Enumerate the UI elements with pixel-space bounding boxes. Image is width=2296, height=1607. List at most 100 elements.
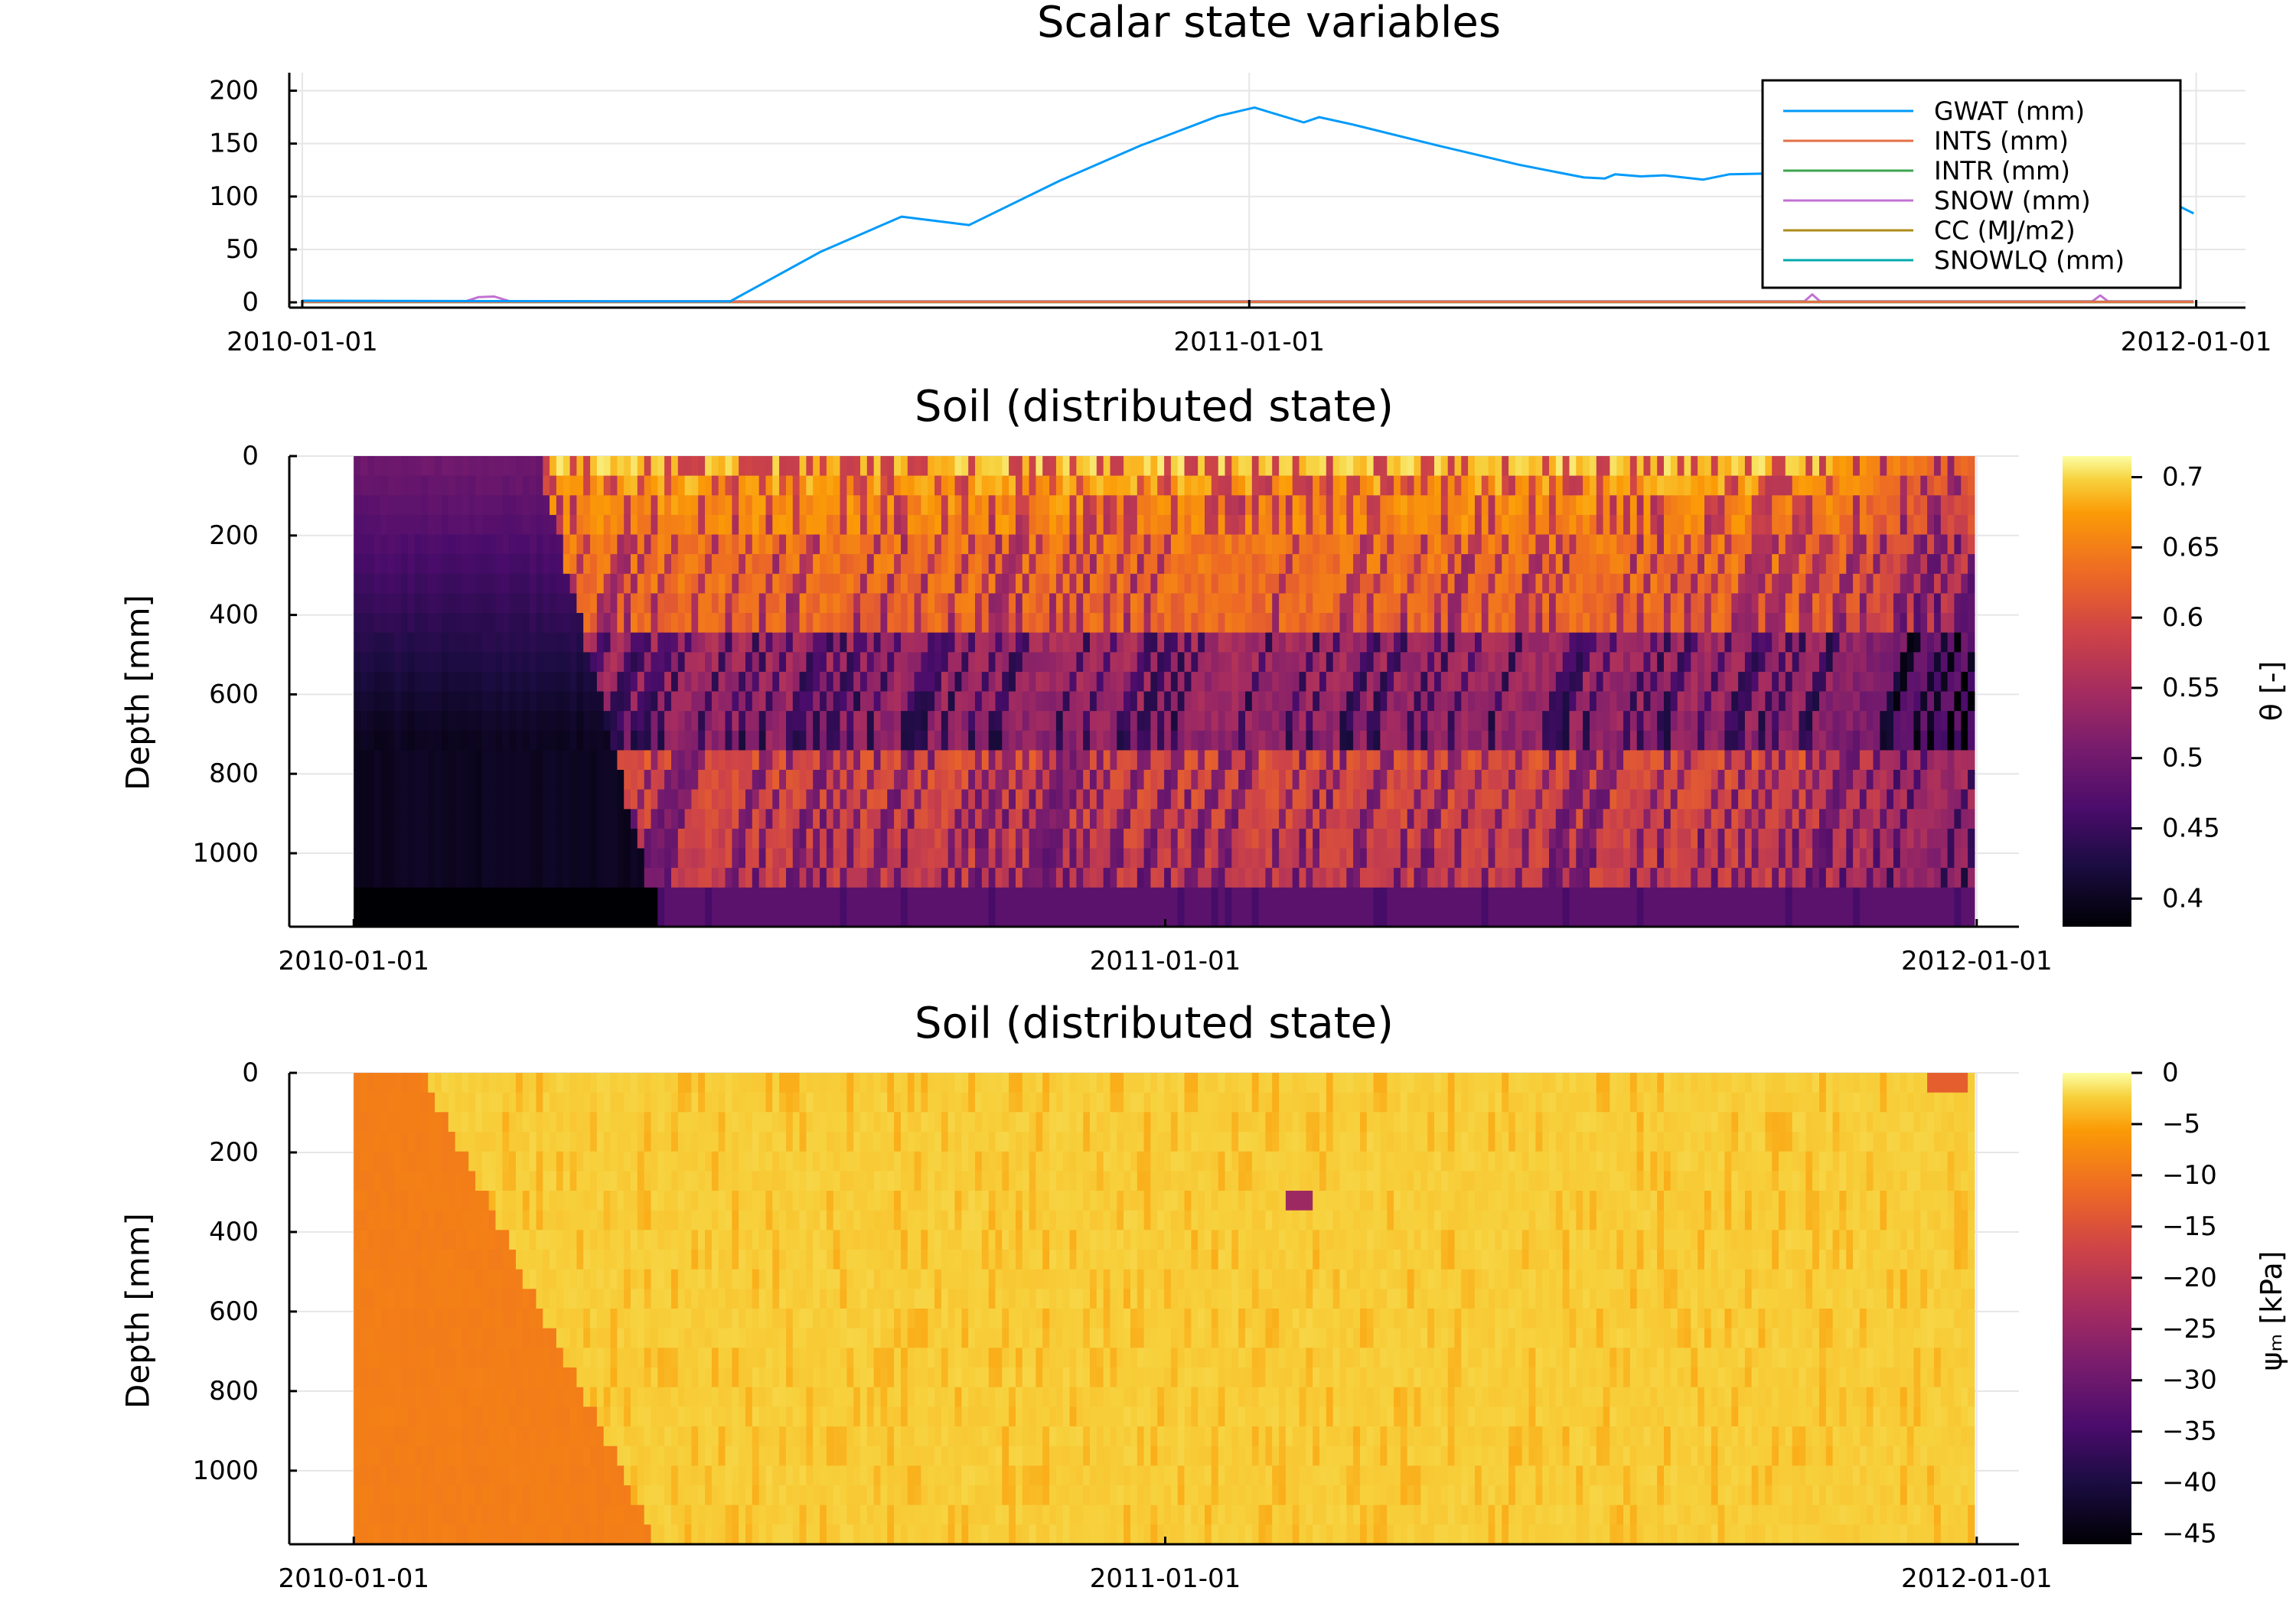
heatmap-cell [1427, 593, 1435, 614]
heatmap-cell [1062, 887, 1071, 908]
heatmap-cell [1292, 652, 1300, 673]
heatmap-cell [1143, 671, 1151, 693]
heatmap-cell [1279, 828, 1287, 849]
heatmap-cell [1698, 613, 1705, 634]
heatmap-cell [901, 593, 908, 614]
heatmap-cell [1157, 691, 1165, 712]
heatmap-cell [1691, 671, 1698, 693]
heatmap-cell [1022, 613, 1030, 634]
heatmap-cell [1508, 887, 1516, 908]
heatmap-cell [617, 593, 625, 614]
heatmap-cell [1090, 456, 1097, 477]
heatmap-cell [792, 456, 801, 477]
heatmap-cell [1629, 809, 1638, 830]
heatmap-cell [394, 475, 402, 496]
heatmap-cell [1650, 495, 1658, 516]
heatmap-cell [394, 809, 402, 830]
heatmap-cell [1515, 534, 1523, 555]
heatmap-cell [954, 554, 962, 575]
heatmap-cell [461, 475, 469, 496]
heatmap-cell [894, 750, 902, 771]
heatmap-cell [1103, 730, 1111, 751]
heatmap-cell [684, 514, 692, 536]
heatmap-cell [610, 632, 618, 653]
heatmap-cell [1346, 514, 1354, 536]
heatmap-cell [813, 514, 820, 536]
heatmap-cell [1542, 652, 1550, 673]
heatmap-cell [813, 671, 820, 693]
heatmap-cell [1150, 613, 1158, 634]
heatmap-cell [1731, 828, 1739, 849]
heatmap-cell [1724, 868, 1732, 888]
heatmap-cell [1629, 711, 1638, 732]
heatmap-cell [758, 868, 767, 888]
heatmap-cell [1704, 593, 1712, 614]
heatmap-cell [596, 828, 605, 849]
heatmap-cell [1332, 456, 1341, 477]
heatmap-cell [1569, 868, 1577, 888]
heatmap-cell [1265, 828, 1273, 849]
heatmap-cell [657, 809, 665, 830]
heatmap-cell [509, 887, 517, 908]
heatmap-cell [988, 632, 996, 653]
heatmap-cell [1076, 632, 1084, 653]
heatmap-cell [1535, 593, 1543, 614]
heatmap-cell [1205, 495, 1212, 516]
heatmap-cell [725, 691, 732, 712]
heatmap-cell [624, 848, 631, 869]
heatmap-cell [360, 828, 368, 849]
heatmap-cell [684, 789, 692, 810]
heatmap-cell [509, 456, 517, 477]
heatmap-cell [758, 534, 767, 555]
heatmap-cell [664, 809, 672, 830]
scalar-x-ticks: 2010-01-01 2011-01-01 2012-01-01 [227, 300, 2272, 357]
heatmap-cell [1016, 495, 1023, 516]
heatmap-cell [603, 691, 612, 712]
heatmap-cell [1346, 671, 1354, 693]
heatmap-cell [1724, 573, 1732, 594]
heatmap-cell [1475, 554, 1482, 575]
heatmap-cell [1090, 828, 1097, 849]
heatmap-cell [901, 652, 908, 673]
heatmap-cell [1258, 789, 1266, 810]
heatmap-cell [1670, 691, 1678, 712]
heatmap-cell [1616, 907, 1624, 927]
heatmap-cell [394, 652, 402, 673]
heatmap-cell [1420, 828, 1428, 849]
heatmap-cell [772, 770, 780, 790]
heatmap-cell [1069, 593, 1077, 614]
heatmap-cell [1319, 632, 1327, 653]
heatmap-cell [448, 671, 456, 693]
heatmap-cell [1009, 593, 1016, 614]
heatmap-cell [428, 770, 435, 790]
heatmap-cell [988, 770, 996, 790]
heatmap-cell [380, 475, 388, 496]
heatmap-cell [840, 730, 847, 751]
heatmap-cell [1508, 750, 1516, 771]
heatmap-cell [677, 495, 686, 516]
heatmap-cell [1177, 809, 1186, 830]
heatmap-cell [428, 730, 435, 751]
heatmap-cell [786, 907, 794, 927]
heatmap-cell [1657, 789, 1665, 810]
heatmap-cell [543, 848, 550, 869]
heatmap-cell [1535, 573, 1543, 594]
heatmap-cell [1555, 828, 1564, 849]
heatmap-cell [1198, 534, 1205, 555]
heatmap-cell [1285, 770, 1293, 790]
heatmap-cell [1454, 828, 1462, 849]
heatmap-cell [576, 848, 584, 869]
heatmap-cell [543, 456, 550, 477]
heatmap-cell [509, 789, 517, 810]
heatmap-cell [995, 632, 1003, 653]
heatmap-cell [671, 711, 679, 732]
heatmap-cell [1205, 750, 1212, 771]
heatmap-cell [543, 554, 550, 575]
heatmap-cell [373, 652, 382, 673]
heatmap-cell [1238, 573, 1246, 594]
heatmap-cell [786, 456, 794, 477]
heatmap-cell [1502, 828, 1509, 849]
heatmap-cell [1461, 534, 1469, 555]
heatmap-cell [1130, 711, 1138, 732]
heatmap-cell [1366, 907, 1375, 927]
